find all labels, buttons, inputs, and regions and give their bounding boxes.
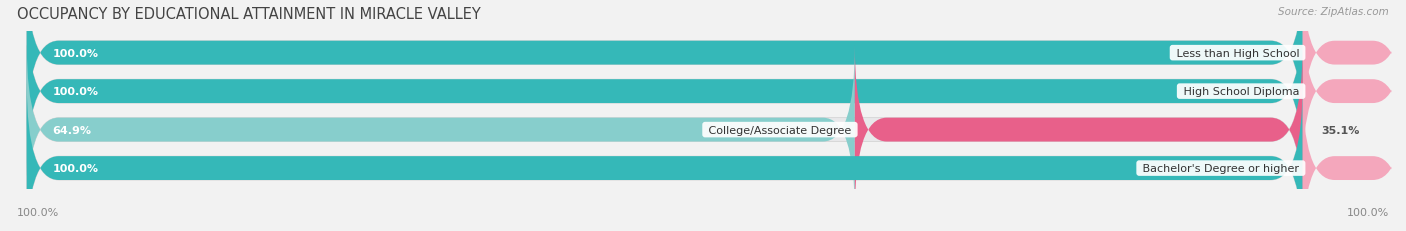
- FancyBboxPatch shape: [1302, 0, 1405, 137]
- FancyBboxPatch shape: [27, 85, 1302, 231]
- FancyBboxPatch shape: [27, 85, 1302, 231]
- Text: 100.0%: 100.0%: [52, 87, 98, 97]
- Text: College/Associate Degree: College/Associate Degree: [704, 125, 855, 135]
- Text: Less than High School: Less than High School: [1173, 49, 1302, 58]
- FancyBboxPatch shape: [27, 46, 1302, 214]
- FancyBboxPatch shape: [27, 0, 1302, 137]
- FancyBboxPatch shape: [1302, 8, 1405, 176]
- Text: OCCUPANCY BY EDUCATIONAL ATTAINMENT IN MIRACLE VALLEY: OCCUPANCY BY EDUCATIONAL ATTAINMENT IN M…: [17, 7, 481, 22]
- Text: Bachelor's Degree or higher: Bachelor's Degree or higher: [1139, 163, 1302, 173]
- Text: High School Diploma: High School Diploma: [1180, 87, 1302, 97]
- FancyBboxPatch shape: [1302, 85, 1405, 231]
- FancyBboxPatch shape: [27, 0, 1302, 137]
- Text: 100.0%: 100.0%: [52, 163, 98, 173]
- Text: Source: ZipAtlas.com: Source: ZipAtlas.com: [1278, 7, 1389, 17]
- FancyBboxPatch shape: [27, 46, 855, 214]
- Text: 100.0%: 100.0%: [17, 207, 59, 217]
- Text: 100.0%: 100.0%: [1347, 207, 1389, 217]
- FancyBboxPatch shape: [855, 46, 1302, 214]
- Text: 35.1%: 35.1%: [1322, 125, 1360, 135]
- FancyBboxPatch shape: [27, 8, 1302, 176]
- Text: 64.9%: 64.9%: [52, 125, 91, 135]
- FancyBboxPatch shape: [27, 8, 1302, 176]
- Text: 100.0%: 100.0%: [52, 49, 98, 58]
